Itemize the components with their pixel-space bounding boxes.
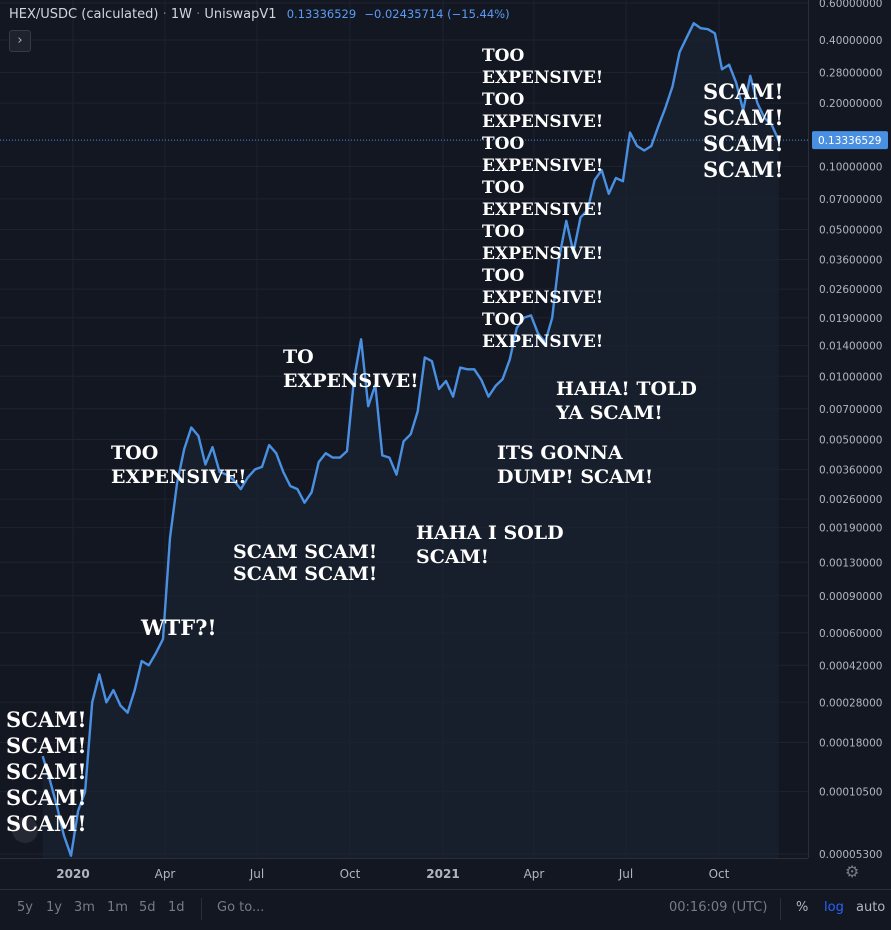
annotation-told-ya: HAHA! TOLD YA SCAM! <box>556 377 697 425</box>
price-tick-label: 0.00700000 <box>819 404 882 416</box>
chevron-right-icon: › <box>17 33 22 48</box>
time-axis[interactable]: 2020 Apr Jul Oct 2021 Apr Jul Oct <box>0 858 808 889</box>
annotation-scam-right: SCAM! SCAM! SCAM! SCAM! <box>703 79 784 183</box>
price-tick-label: 0.02600000 <box>819 284 882 296</box>
price-tick-label: 0.00010500 <box>819 787 882 799</box>
time-axis-labels: 2020 Apr Jul Oct 2021 Apr Jul Oct <box>0 859 808 889</box>
price-tick-label: 0.00042000 <box>819 660 882 672</box>
price-tick-label: 0.07000000 <box>819 194 882 206</box>
annotation-to-expensive: TO EXPENSIVE! <box>283 345 419 393</box>
annotation-too-expensive-1: TOO EXPENSIVE! <box>111 441 247 489</box>
annotation-too-expensive-stack: TOO EXPENSIVE! TOO EXPENSIVE! TOO EXPENS… <box>482 45 603 353</box>
price-tick-label: 0.00028000 <box>819 697 882 709</box>
price-tick-label: 0.00190000 <box>819 523 882 535</box>
price-tick-label: 0.00500000 <box>819 434 882 446</box>
time-tick-label: 2020 <box>56 867 89 881</box>
divider <box>201 898 202 920</box>
price-tick-label: 0.00130000 <box>819 557 882 569</box>
annotation-scam-scam: SCAM SCAM! SCAM SCAM! <box>233 541 377 585</box>
chart-pane[interactable]: HEX/USDC (calculated) · 1W · UniswapV1 0… <box>0 0 808 858</box>
current-price-tag-text: 0.13336529 <box>818 135 881 147</box>
price-tick-label: 0.28000000 <box>819 67 882 79</box>
time-tick-label: Oct <box>709 867 730 881</box>
price-tick-label: 0.60000000 <box>819 0 882 10</box>
price-axis-labels: 0.60000000 0.40000000 0.28000000 0.20000000… <box>809 0 891 858</box>
utc-clock[interactable]: 00:16:09 (UTC) <box>669 900 767 915</box>
price-tick-label: 0.01000000 <box>819 371 882 383</box>
price-chart[interactable] <box>0 0 808 858</box>
price-tick-label: 0.05000000 <box>819 225 882 237</box>
legend-collapse-button[interactable]: › <box>9 30 31 52</box>
price-tick-label: 0.01900000 <box>819 313 882 325</box>
symbol-label[interactable]: HEX/USDC (calculated) <box>9 7 158 22</box>
time-tick-label: 2021 <box>426 867 459 881</box>
price-tick-label: 0.00018000 <box>819 738 882 750</box>
bottom-toolbar: 5y 1y 3m 1m 5d 1d Go to... 00:16:09 (UTC… <box>0 889 891 930</box>
price-tick-label: 0.40000000 <box>819 35 882 47</box>
range-5y-button[interactable]: 5y <box>17 900 33 915</box>
time-tick-label: Jul <box>618 867 633 881</box>
range-3m-button[interactable]: 3m <box>74 900 95 915</box>
exchange-label: UniswapV1 <box>204 7 276 22</box>
price-tick-label: 0.03600000 <box>819 254 882 266</box>
price-tick-label: 0.10000000 <box>819 161 882 173</box>
price-change: −0.02435714 (−15.44%) <box>364 7 509 21</box>
last-price: 0.13336529 <box>287 7 357 21</box>
range-1y-button[interactable]: 1y <box>46 900 62 915</box>
price-tick-label: 0.00060000 <box>819 628 882 640</box>
annotation-haha-sold: HAHA I SOLD SCAM! <box>416 521 564 569</box>
annotation-scam-left: SCAM! SCAM! SCAM! SCAM! SCAM! <box>6 707 87 837</box>
range-5d-button[interactable]: 5d <box>139 900 156 915</box>
annotation-wtf: WTF?! <box>141 617 217 639</box>
log-scale-toggle[interactable]: log <box>824 900 844 915</box>
time-tick-label: Apr <box>155 867 176 881</box>
interval-label[interactable]: 1W <box>171 7 192 22</box>
chart-legend: HEX/USDC (calculated) · 1W · UniswapV1 0… <box>9 7 510 22</box>
percent-scale-toggle[interactable]: % <box>796 900 808 915</box>
divider <box>780 898 781 920</box>
time-tick-label: Oct <box>340 867 361 881</box>
price-tick-label: 0.20000000 <box>819 98 882 110</box>
time-tick-label: Apr <box>524 867 545 881</box>
price-tick-label: 0.01400000 <box>819 341 882 353</box>
price-tick-label: 0.00090000 <box>819 591 882 603</box>
annotation-gonna-dump: ITS GONNA DUMP! SCAM! <box>497 441 653 489</box>
price-tick-label: 0.00260000 <box>819 494 882 506</box>
gear-icon[interactable]: ⚙ <box>845 862 859 881</box>
range-1d-button[interactable]: 1d <box>168 900 185 915</box>
price-tick-label: 0.00360000 <box>819 464 882 476</box>
price-axis[interactable]: 0.60000000 0.40000000 0.28000000 0.20000000… <box>808 0 891 858</box>
auto-scale-toggle[interactable]: auto <box>856 900 885 915</box>
goto-button[interactable]: Go to... <box>217 900 264 915</box>
range-1m-button[interactable]: 1m <box>107 900 128 915</box>
price-tick-label: 0.00005300 <box>819 849 882 858</box>
time-tick-label: Jul <box>249 867 264 881</box>
